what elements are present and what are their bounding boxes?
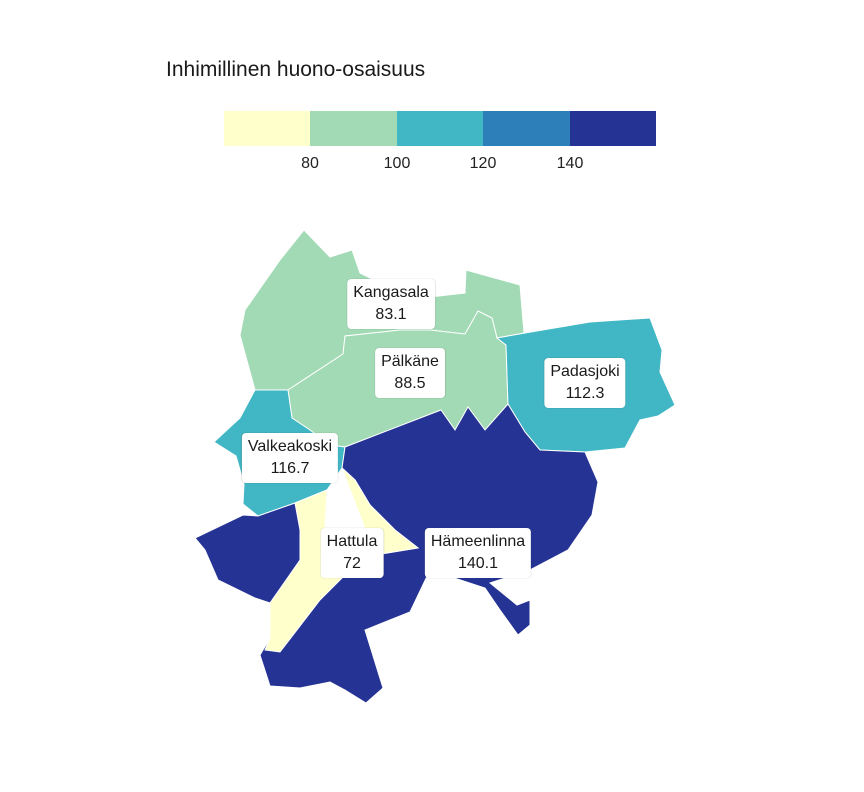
legend-swatch-1 <box>224 111 311 146</box>
legend-swatch-3 <box>396 111 484 146</box>
legend-tick-80: 80 <box>301 155 319 172</box>
region-name: Valkeakoski <box>247 438 333 455</box>
legend-swatch-4 <box>483 111 570 146</box>
region-value: 88.5 <box>394 375 426 392</box>
label-hattula: Hattula 72 <box>320 528 384 578</box>
region-name: Pälkäne <box>381 353 439 370</box>
region-name: Hämeenlinna <box>430 533 526 550</box>
label-palkane: Pälkäne 88.5 <box>375 348 445 398</box>
region-value: 83.1 <box>375 306 407 323</box>
region-name: Hattula <box>326 533 378 550</box>
region-value: 112.3 <box>565 385 605 402</box>
region-value: 116.7 <box>270 460 310 477</box>
region-name: Padasjoki <box>550 363 620 380</box>
label-padasjoki: Padasjoki 112.3 <box>544 358 626 408</box>
legend-swatch-2 <box>310 111 397 146</box>
legend-tick-120: 120 <box>469 155 497 172</box>
region-value: 140.1 <box>457 555 499 572</box>
legend-tick-100: 100 <box>383 155 411 172</box>
label-hameenlinna: Hämeenlinna 140.1 <box>424 528 532 578</box>
region-value: 72 <box>343 555 361 572</box>
legend-tick-140: 140 <box>556 155 584 172</box>
map-title: Inhimillinen huono-osaisuus <box>166 58 426 81</box>
label-kangasala: Kangasala 83.1 <box>347 279 435 329</box>
region-name: Kangasala <box>353 284 429 301</box>
legend-swatch-5 <box>569 111 656 146</box>
color-legend <box>224 111 656 146</box>
label-valkeakoski: Valkeakoski 116.7 <box>241 433 339 483</box>
